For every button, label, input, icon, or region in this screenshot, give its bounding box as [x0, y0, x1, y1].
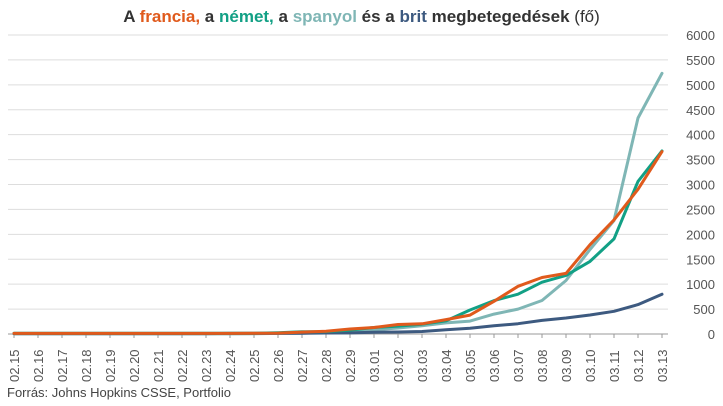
x-tick-label: 03.02 [391, 349, 406, 382]
y-tick-label: 2500 [686, 202, 715, 217]
x-tick-label: 02.20 [127, 349, 142, 382]
x-tick-label: 03.04 [439, 349, 454, 382]
gridlines [8, 34, 668, 335]
title-part-1: francia, [139, 7, 201, 26]
x-tick-label: 02.16 [31, 349, 46, 382]
title-part-5: spanyol [292, 7, 357, 26]
source-note: Forrás: Johns Hopkins CSSE, Portfolio [7, 385, 231, 400]
x-tick-label: 03.05 [463, 349, 478, 382]
x-tick-label: 02.27 [295, 349, 310, 382]
series-line-brit [12, 292, 664, 336]
x-tick-label: 02.22 [175, 349, 190, 382]
x-tick-label: 03.13 [655, 349, 670, 382]
y-tick-label: 3000 [686, 178, 715, 193]
y-tick-label: 4000 [686, 128, 715, 143]
x-tick-label: 03.07 [511, 349, 526, 382]
y-tick-label: 1000 [686, 277, 715, 292]
title-part-0: A [123, 7, 140, 26]
y-tick-label: 2000 [686, 227, 715, 242]
x-tick-label: 03.06 [487, 349, 502, 382]
x-tick-label: 02.25 [247, 349, 262, 382]
x-tick-label: 02.26 [271, 349, 286, 382]
title-part-6: és a [356, 7, 400, 26]
x-tick-label: 03.08 [535, 349, 550, 382]
y-tick-label: 5500 [686, 53, 715, 68]
title-part-9: (fő) [574, 7, 600, 26]
y-tick-label: 0 [708, 327, 715, 342]
x-tick-label: 02.17 [55, 349, 70, 382]
chart-title: A francia, a német, a spanyol és a brit … [0, 7, 723, 27]
y-tick-label: 1500 [686, 252, 715, 267]
y-tick-label: 4500 [686, 103, 715, 118]
x-tick-label: 02.19 [103, 349, 118, 382]
x-tick-label: 02.29 [343, 349, 358, 382]
y-tick-label: 500 [693, 302, 715, 317]
x-axis-ticks: 02.15 02.16 02.17 02.18 02.19 02.20 02.21 02.22… [7, 334, 670, 382]
x-tick-label: 02.15 [7, 349, 22, 382]
title-part-7: brit [399, 7, 427, 26]
title-part-2: a [200, 7, 219, 26]
y-tick-label: 6000 [686, 28, 715, 43]
y-tick-label: 5000 [686, 78, 715, 93]
series-lines [12, 71, 664, 336]
title-part-3: német, [218, 7, 274, 26]
series-line-spanyol [12, 71, 664, 336]
x-tick-label: 02.18 [79, 349, 94, 382]
title-part-8: megbetegedések [426, 7, 575, 26]
x-tick-label: 02.23 [199, 349, 214, 382]
series-line-francia [12, 150, 664, 335]
x-tick-label: 03.11 [607, 350, 622, 382]
y-axis-ticks: 0 500 1000 1500 2000 2500 3000 3500 4000 4500 5000… [686, 28, 715, 342]
series-line-német [12, 149, 664, 335]
x-tick-label: 02.21 [151, 349, 166, 382]
y-tick-label: 3500 [686, 153, 715, 168]
title-part-4: a [273, 7, 293, 26]
x-tick-label: 03.03 [415, 349, 430, 382]
x-tick-label: 02.24 [223, 349, 238, 382]
x-tick-label: 03.10 [583, 349, 598, 382]
x-tick-label: 03.12 [631, 349, 646, 382]
x-tick-label: 03.09 [559, 349, 574, 382]
x-tick-label: 03.01 [367, 349, 382, 382]
x-tick-label: 02.28 [319, 349, 334, 382]
